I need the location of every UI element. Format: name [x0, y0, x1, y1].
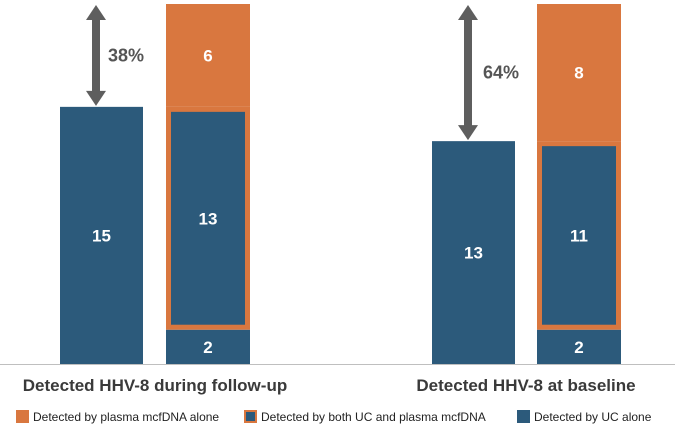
- increase-label-followup: 38%: [108, 45, 144, 65]
- bar-segment-both-followup-label: 13: [199, 209, 218, 228]
- bar-segment-uc-only-baseline-label: 2: [574, 338, 583, 357]
- legend-swatch-plasma-only: [16, 410, 29, 423]
- bar-uc-alone-baseline-label: 13: [464, 244, 483, 263]
- bar-segment-uc-only-followup-label: 2: [203, 338, 212, 357]
- arrow-head-down: [86, 90, 106, 106]
- arrow-shaft: [464, 19, 472, 127]
- bar-segment-both-followup: [166, 106, 250, 330]
- category-label-followup: Detected HHV-8 during follow-up: [23, 376, 287, 395]
- arrow-head-up: [458, 5, 478, 20]
- legend-label-uc-only: Detected by UC alone: [534, 410, 652, 424]
- increase-arrow-baseline: [458, 5, 478, 141]
- bar-segment-both-baseline-label: 11: [570, 226, 588, 245]
- increase-arrow-followup: [86, 5, 106, 106]
- arrow-head-down: [458, 125, 478, 141]
- legend-swatch-uc-only: [517, 410, 530, 423]
- bar-segment-both-baseline: [537, 141, 621, 330]
- bar-segment-uc-only-followup: [166, 329, 250, 364]
- bar-uc-alone-followup-label: 15: [92, 226, 111, 245]
- arrow-head-up: [86, 5, 106, 20]
- legend-label-plasma-only: Detected by plasma mcfDNA alone: [33, 410, 219, 424]
- category-label-baseline: Detected HHV-8 at baseline: [416, 376, 635, 395]
- bar-segment-plasma-only-baseline: [537, 4, 621, 142]
- bar-uc-alone-baseline: [432, 141, 515, 364]
- increase-label-baseline: 64%: [483, 63, 519, 83]
- bar-segment-plasma-only-followup-label: 6: [203, 46, 212, 65]
- legend-label-both: Detected by both UC and plasma mcfDNA: [261, 410, 486, 424]
- bar-uc-alone-followup: [60, 106, 143, 364]
- arrow-shaft: [92, 19, 100, 92]
- legend-swatch-both: [244, 410, 257, 423]
- bar-segment-uc-only-baseline: [537, 329, 621, 364]
- bar-segment-plasma-only-followup: [166, 4, 250, 107]
- bar-segment-plasma-only-baseline-label: 8: [574, 64, 583, 83]
